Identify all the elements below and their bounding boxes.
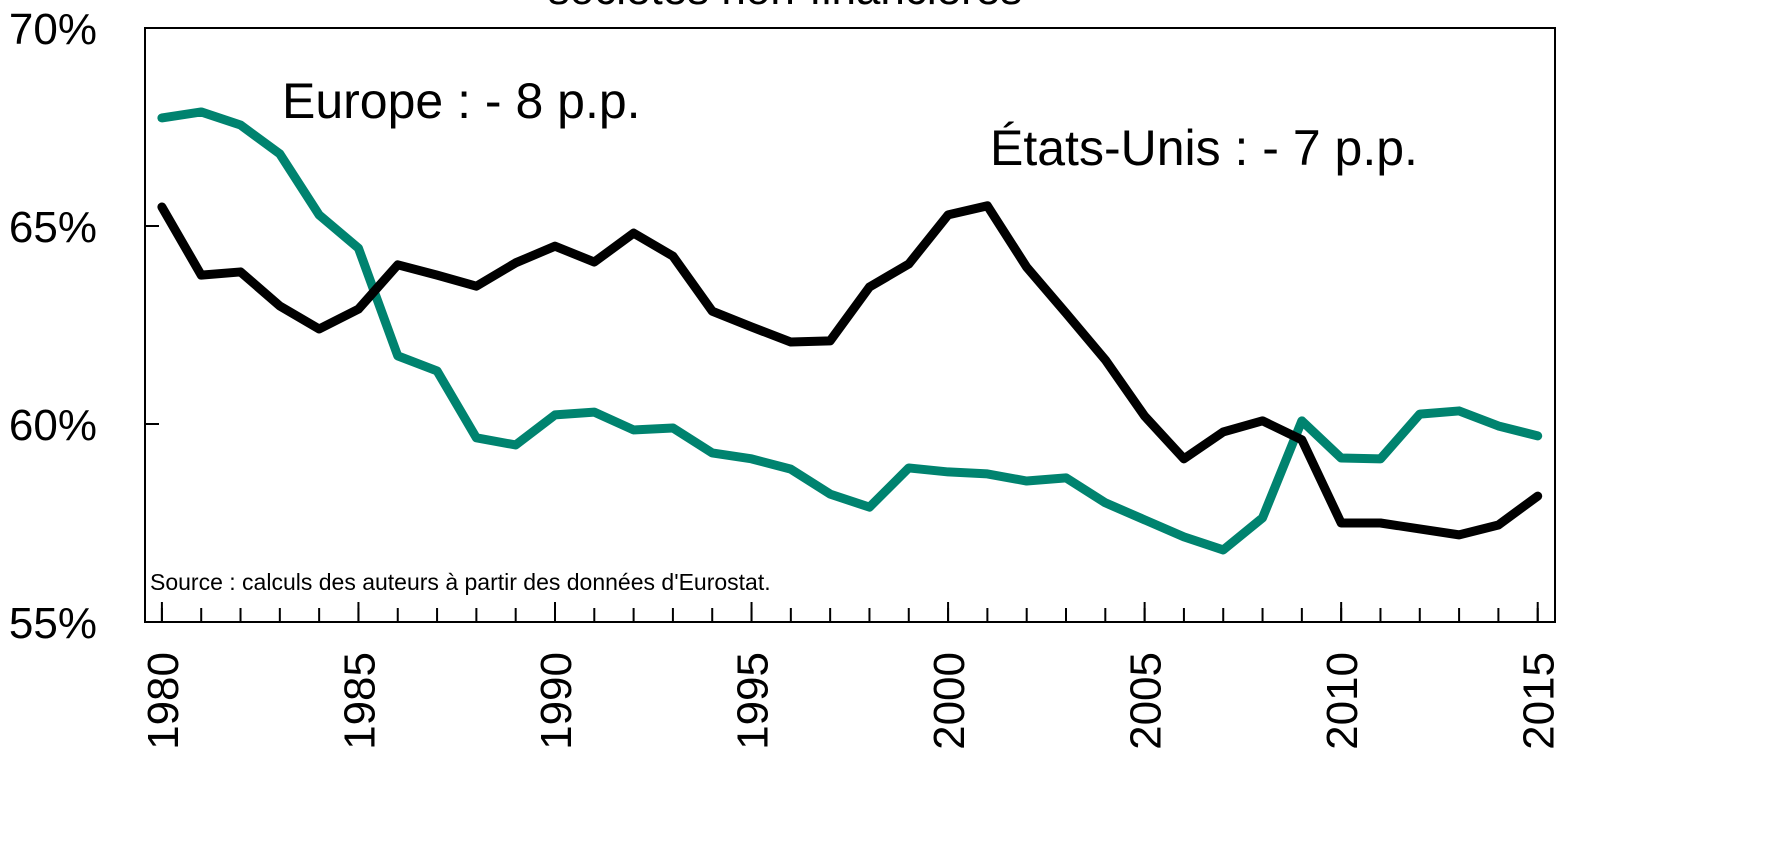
x-tick-label: 1985 xyxy=(335,652,384,750)
series-label: Europe : - 8 p.p. xyxy=(282,73,641,129)
series-label: États-Unis : - 7 p.p. xyxy=(990,120,1418,176)
source-note: Source : calculs des auteurs à partir de… xyxy=(150,569,771,595)
y-tick-label: 55% xyxy=(9,599,97,648)
series-line xyxy=(157,201,1543,540)
chart-title: sociétés non-financières xyxy=(548,0,1022,14)
x-tick-label: 2005 xyxy=(1122,652,1171,750)
y-tick-label: 70% xyxy=(9,5,97,54)
x-tick-label: 2015 xyxy=(1515,652,1564,750)
x-tick-label: 2010 xyxy=(1318,652,1367,750)
x-tick-label: 2000 xyxy=(925,652,974,750)
series-line xyxy=(157,107,1543,555)
x-tick-label: 1995 xyxy=(729,652,778,750)
y-tick-label: 60% xyxy=(9,401,97,450)
x-tick-label: 1990 xyxy=(532,652,581,750)
y-tick-label: 65% xyxy=(9,203,97,252)
x-tick-label: 1980 xyxy=(139,652,188,750)
plot-frame xyxy=(144,27,1556,623)
